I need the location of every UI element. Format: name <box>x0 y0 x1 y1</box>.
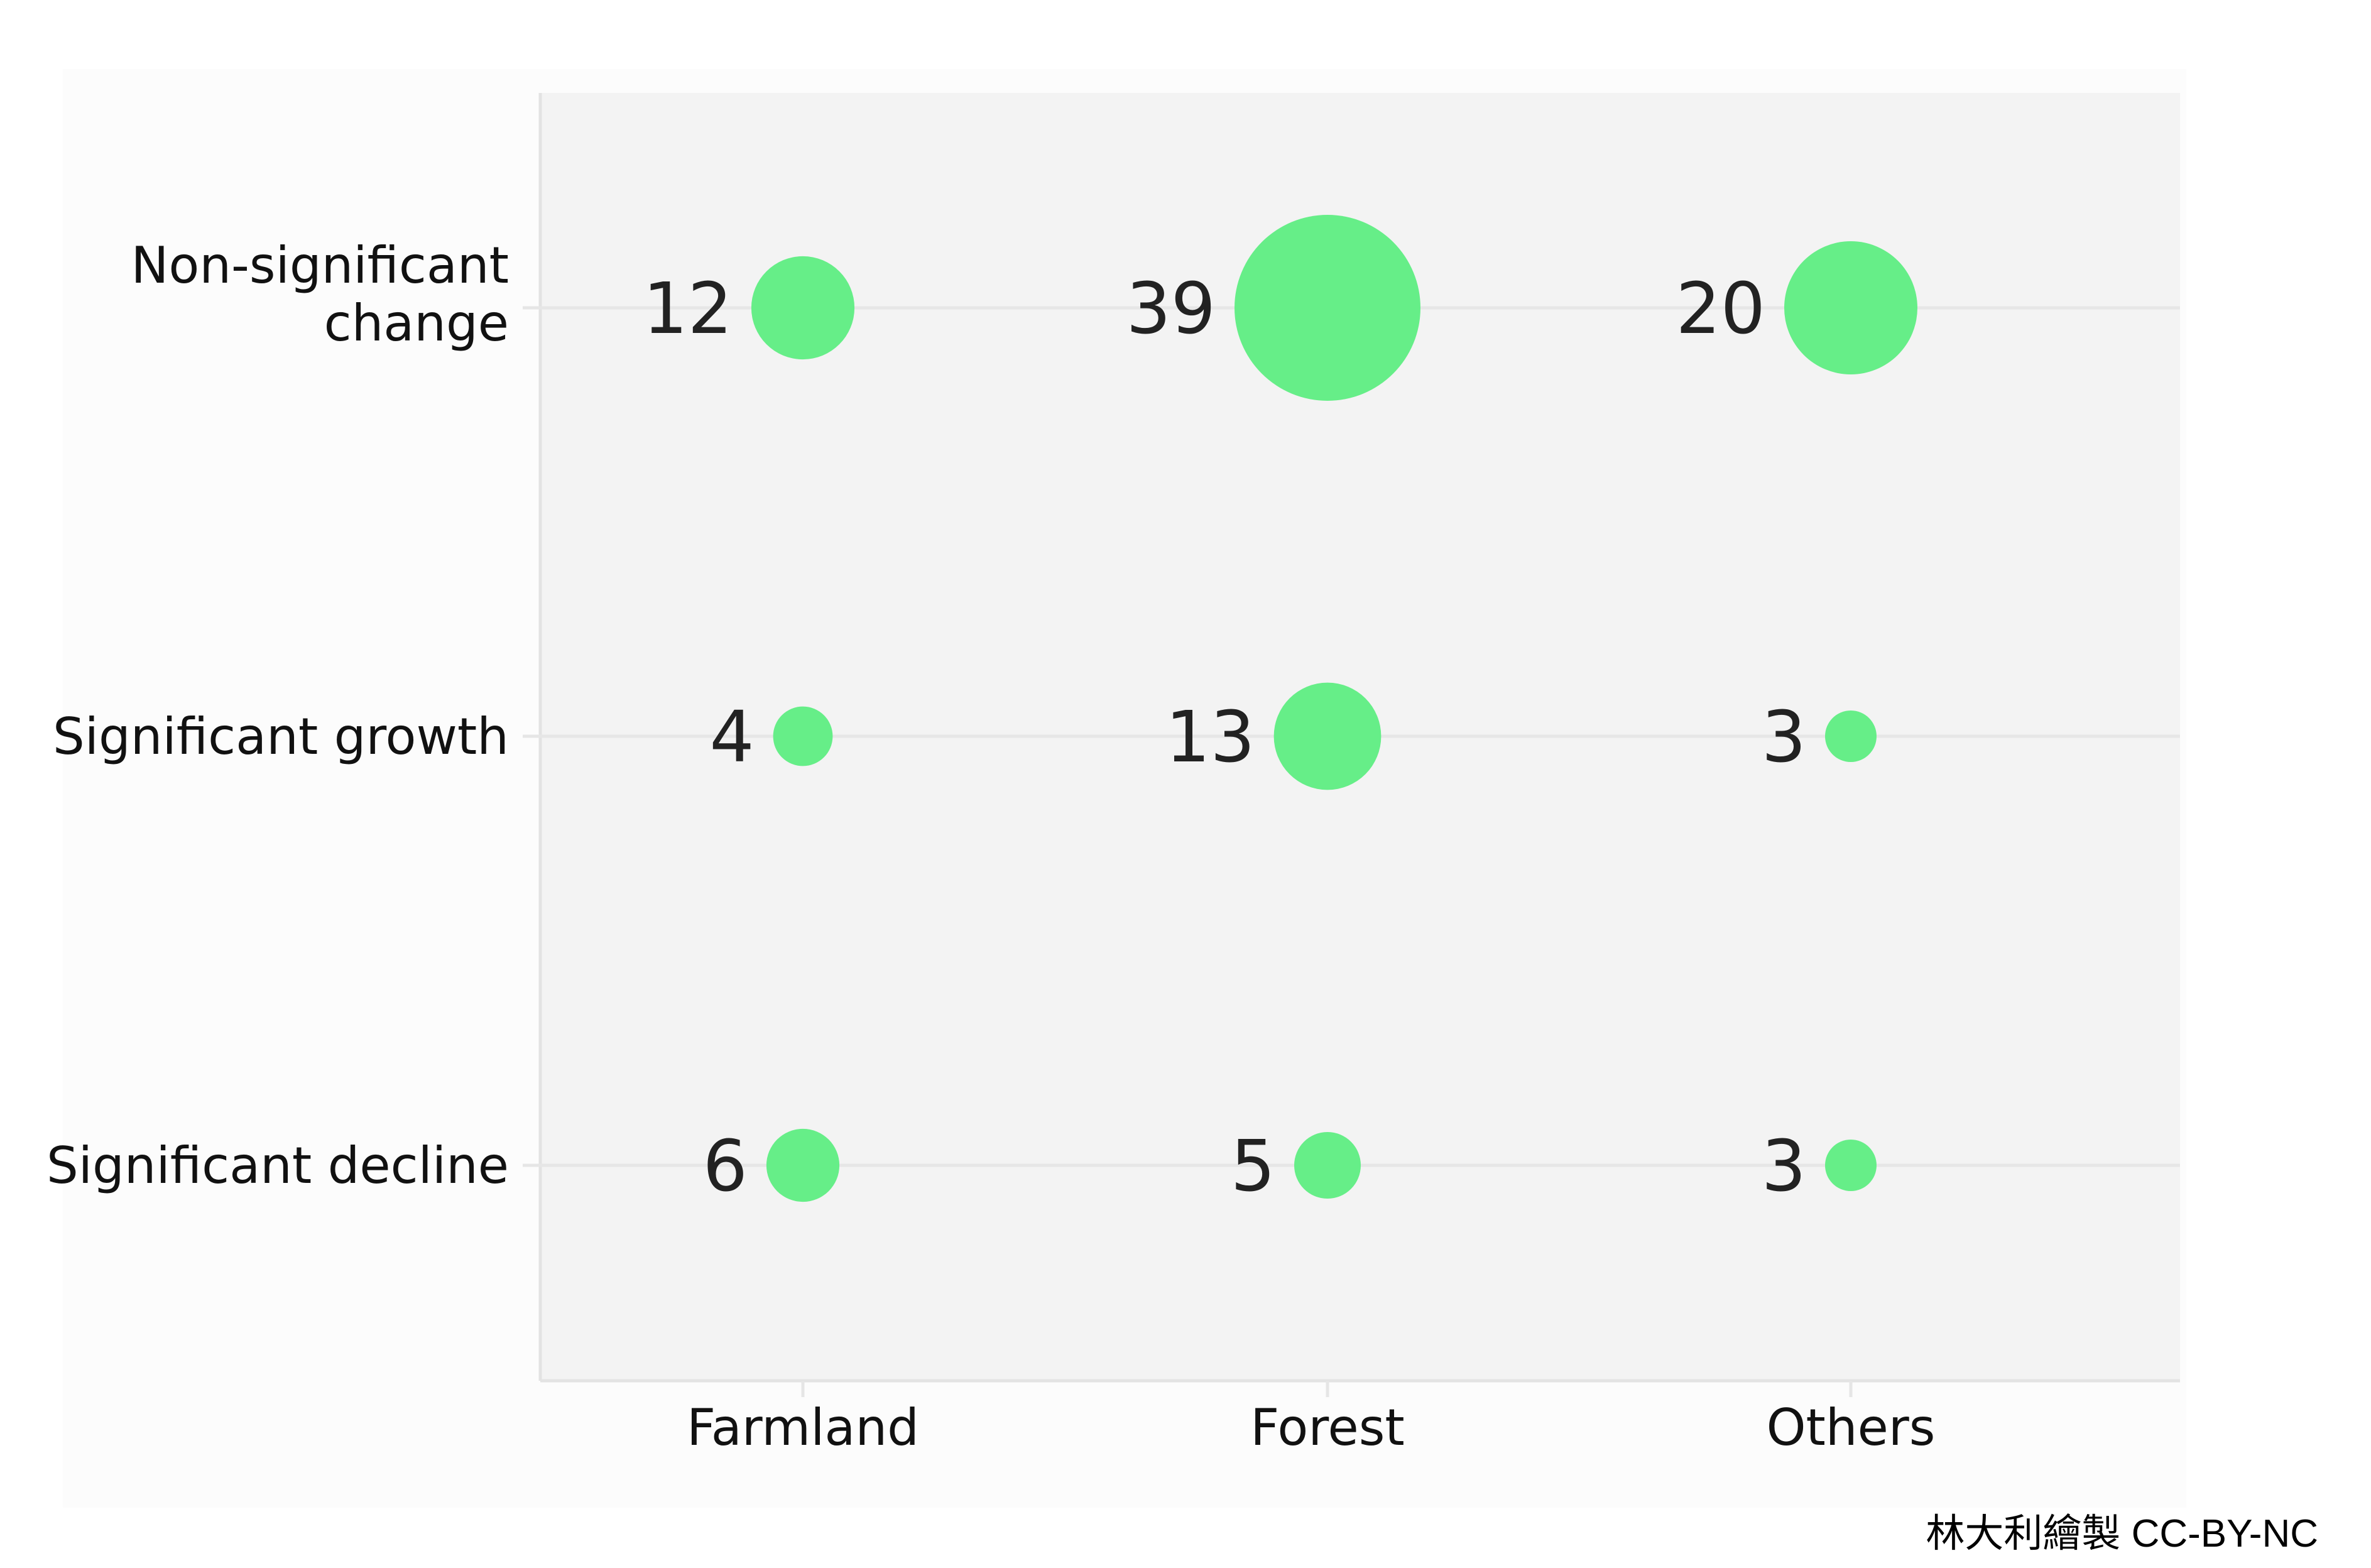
credit-label: 林大利繪製 CC-BY-NC <box>1926 1512 2318 1555</box>
value-label-forest-significant-decline: 5 <box>1231 1126 1275 1207</box>
y-tick-label-significant-decline: Significant decline <box>46 1136 509 1195</box>
value-label-others-significant-decline: 3 <box>1762 1126 1806 1207</box>
bubble-farmland-significant-decline <box>766 1128 840 1202</box>
bubble-farmland-significant-growth <box>773 706 833 766</box>
bubble-others-significant-decline <box>1825 1140 1877 1191</box>
value-label-others-non-significant-change: 20 <box>1676 268 1765 350</box>
bubble-forest-non-significant-change <box>1235 215 1420 401</box>
value-label-farmland-significant-growth: 4 <box>709 697 754 778</box>
x-axis: Farmland Forest Others <box>687 1381 1935 1457</box>
value-label-forest-significant-growth: 13 <box>1165 697 1255 778</box>
y-axis: Non-significant change Significant growth S… <box>46 236 540 1195</box>
x-tick-label-others: Others <box>1767 1398 1936 1457</box>
value-label-farmland-significant-decline: 6 <box>703 1126 748 1207</box>
value-label-others-significant-growth: 3 <box>1762 697 1806 778</box>
bubble-others-significant-growth <box>1825 710 1877 762</box>
y-tick-label-significant-growth: Significant growth <box>53 707 509 766</box>
value-label-forest-non-significant-change: 39 <box>1126 268 1216 350</box>
bubble-others-non-significant-change <box>1784 241 1917 374</box>
bubble-farmland-non-significant-change <box>751 256 855 360</box>
y-tick-label-non-significant-change: Non-significant change <box>131 236 509 352</box>
bubble-forest-significant-decline <box>1294 1132 1361 1199</box>
bubble-forest-significant-growth <box>1273 682 1382 790</box>
x-tick-label-farmland: Farmland <box>687 1398 919 1457</box>
x-tick-label-forest: Forest <box>1250 1398 1405 1457</box>
data-points: 12 39 20 4 13 3 6 5 3 <box>643 215 1917 1207</box>
value-label-farmland-non-significant-change: 12 <box>643 268 733 350</box>
